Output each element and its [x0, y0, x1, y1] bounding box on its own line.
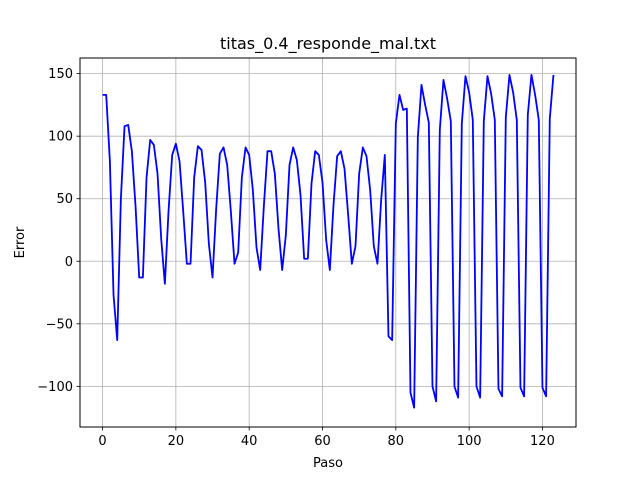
x-tick-label: 80	[388, 434, 405, 449]
y-tick-label: −50	[46, 317, 73, 332]
grid-lines	[80, 58, 576, 427]
y-axis-label: Error	[13, 226, 28, 258]
plot-frame	[79, 57, 577, 428]
y-tick-label: 50	[56, 192, 73, 207]
x-tick-label: 40	[241, 434, 258, 449]
x-tick-label: 20	[168, 434, 185, 449]
axis-ticks: 0 20 40 60 80 100 120 −100 −50 0 50 100 150	[37, 67, 555, 449]
chart-title: titas_0.4_responde_mal.txt	[220, 34, 436, 54]
x-tick-label: 100	[457, 434, 482, 449]
y-tick-label: 0	[65, 255, 73, 270]
error-series-line	[102, 73, 555, 409]
x-tick-label: 0	[98, 434, 106, 449]
x-tick-label: 120	[530, 434, 555, 449]
y-tick-label: 150	[48, 67, 73, 82]
x-tick-label: 60	[314, 434, 331, 449]
y-tick-label: 100	[48, 130, 73, 145]
x-axis-label: Paso	[313, 456, 343, 471]
y-tick-label: −100	[37, 380, 73, 395]
